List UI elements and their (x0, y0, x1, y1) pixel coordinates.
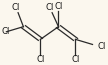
Text: Cl: Cl (36, 55, 45, 64)
Text: Cl: Cl (1, 27, 9, 36)
Text: Cl: Cl (12, 3, 20, 12)
Text: Cl: Cl (98, 42, 106, 51)
Text: Cl: Cl (71, 55, 80, 64)
Text: Cl: Cl (54, 2, 63, 11)
Text: Cl: Cl (46, 3, 54, 12)
